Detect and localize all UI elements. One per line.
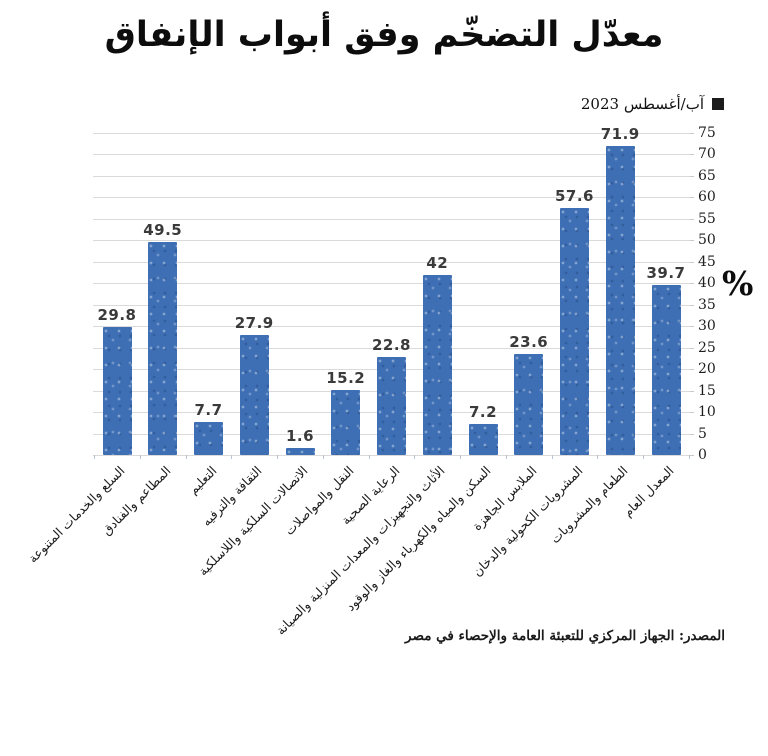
bar — [331, 389, 361, 455]
y-axis-tick — [690, 283, 694, 285]
gridline — [93, 261, 690, 263]
bar — [468, 424, 498, 455]
x-axis-tick — [460, 455, 462, 459]
gridline — [93, 455, 690, 456]
y-axis-tick — [690, 197, 694, 199]
source-note: المصدر: الجهاز المركزي للتعبئة العامة وا… — [405, 628, 725, 644]
y-axis-tick — [690, 326, 694, 328]
y-axis-tick-label: 30 — [698, 318, 716, 335]
gridline — [93, 326, 690, 328]
y-axis-tick-label: 20 — [698, 361, 716, 378]
y-axis-tick-label: 25 — [698, 339, 716, 356]
y-axis-tick-label: 75 — [698, 125, 716, 141]
x-axis-tick — [139, 455, 141, 459]
y-axis-tick-label: 50 — [698, 232, 716, 249]
y-axis-tick-label: 10 — [698, 404, 716, 421]
y-axis-tick-label: 70 — [698, 146, 716, 163]
gridline — [93, 347, 690, 349]
y-axis-tick — [690, 261, 694, 263]
bar — [194, 421, 223, 455]
legend-label: آب/أغسطس 2023 — [580, 95, 704, 113]
bar-value-label: 15.2 — [326, 368, 366, 387]
bar — [514, 353, 544, 455]
x-axis-tick — [277, 455, 279, 459]
bar-value-label: 42 — [426, 253, 449, 272]
y-axis-tick-label: 35 — [698, 296, 716, 313]
x-axis-tick — [643, 455, 645, 459]
y-axis-tick — [690, 240, 694, 242]
bar-value-label: 57.6 — [554, 186, 594, 205]
bar — [560, 207, 589, 455]
legend-marker-square — [712, 98, 724, 110]
bar-value-label: 39.7 — [646, 263, 686, 282]
bar — [651, 284, 681, 455]
chart-title: معدّل التضخّم وفق أبواب الإنفاق — [104, 15, 664, 55]
page: معدّل التضخّم وفق أبواب الإنفاق آب/أغسطس… — [25, 15, 754, 644]
y-axis-tick-label: 45 — [698, 253, 716, 270]
y-axis-tick — [690, 304, 694, 306]
y-axis-tick — [690, 455, 694, 456]
y-axis-tick — [690, 433, 694, 435]
bar-value-label: 29.8 — [97, 306, 137, 325]
legend: آب/أغسطس 2023 — [581, 94, 724, 114]
bar-value-label: 7.2 — [468, 403, 498, 422]
gridline — [93, 197, 690, 199]
y-axis-tick — [690, 154, 694, 156]
x-axis-tick — [505, 455, 507, 459]
y-axis-tick — [690, 175, 694, 177]
x-axis-tick — [368, 455, 370, 459]
x-axis-tick — [231, 455, 233, 459]
y-axis-tick — [690, 133, 694, 134]
y-axis-tick-label: 60 — [698, 189, 716, 206]
x-axis-tick — [597, 455, 599, 459]
gridline — [93, 304, 690, 306]
bar — [239, 335, 269, 455]
bar-value-label: 49.5 — [143, 221, 183, 240]
y-axis-tick — [690, 412, 694, 414]
y-axis-tick — [690, 390, 694, 392]
gridline — [93, 154, 690, 156]
x-axis-tick — [322, 455, 324, 459]
y-axis-tick-label: 55 — [698, 210, 716, 227]
bar-value-label: 7.7 — [194, 400, 223, 419]
bar — [377, 357, 406, 455]
x-axis-tick — [551, 455, 553, 459]
gridline — [93, 240, 690, 242]
y-axis-tick-label: 40 — [698, 275, 716, 292]
bar — [148, 242, 178, 455]
gridline — [93, 283, 690, 285]
percent-axis-symbol: % — [722, 264, 754, 303]
x-axis-tick — [688, 455, 690, 459]
y-axis-tick-label: 15 — [698, 382, 716, 399]
bar-value-label: 23.6 — [509, 332, 549, 351]
bar — [102, 327, 132, 455]
bar-value-label: 71.9 — [600, 125, 640, 144]
y-axis-tick — [690, 347, 694, 349]
x-axis-tick — [185, 455, 187, 459]
bar — [285, 448, 315, 455]
bar — [605, 146, 635, 455]
y-axis-tick — [690, 369, 694, 371]
gridline — [93, 218, 690, 220]
y-axis-tick-label: 65 — [698, 167, 716, 184]
gridline — [93, 175, 690, 177]
bar-value-label: 27.9 — [234, 314, 274, 333]
y-axis-tick-label: 5 — [698, 425, 707, 442]
bar — [422, 274, 452, 455]
bar-chart-plot-area: 0 5 10 15 20 25 30 35 40 45 50 55 60 65 70 75 29.8 السلع … — [25, 125, 716, 638]
gridline — [93, 133, 690, 134]
x-axis-tick — [414, 455, 416, 459]
y-axis-tick — [690, 218, 694, 220]
x-axis-tick — [94, 455, 96, 459]
y-axis-tick-label: 0 — [698, 447, 707, 463]
bar-value-label: 22.8 — [371, 336, 411, 355]
bar-value-label: 1.6 — [285, 427, 315, 446]
